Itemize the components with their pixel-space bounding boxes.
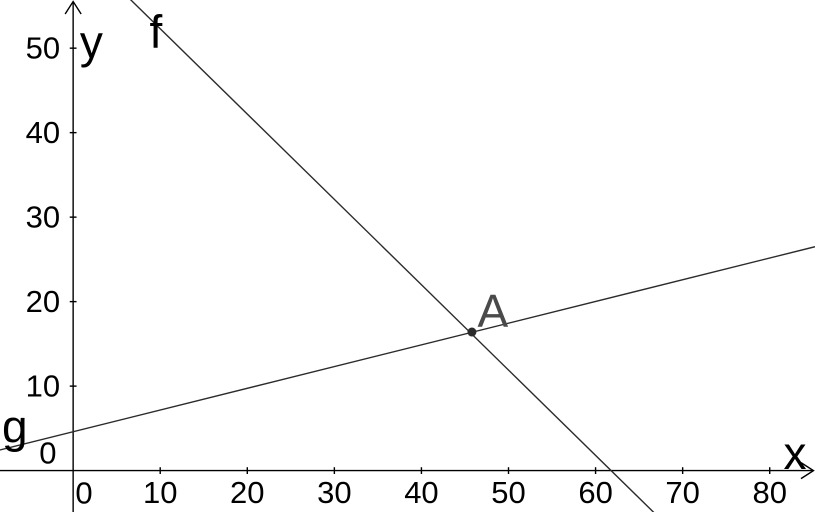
x-axis-label: x <box>783 427 806 479</box>
y-axis-label: y <box>80 16 103 68</box>
x-origin-label: 0 <box>75 475 92 510</box>
line-g <box>0 246 815 451</box>
y-axis-arrow-icon <box>64 0 82 15</box>
x-axis-arrow-icon <box>800 462 815 480</box>
y-tick-label: 10 <box>26 369 60 404</box>
y-tick-label: 30 <box>26 200 60 235</box>
point-label-A: A <box>477 285 508 337</box>
y-tick-label: 40 <box>26 115 60 150</box>
x-tick-label: 60 <box>578 475 612 510</box>
y-tick-label: 20 <box>26 284 60 319</box>
x-tick-label: 10 <box>143 475 177 510</box>
point-A <box>467 327 477 337</box>
x-tick-label: 40 <box>404 475 438 510</box>
x-tick-label: 70 <box>665 475 699 510</box>
x-tick-label: 30 <box>317 475 351 510</box>
line-label-g: g <box>2 401 28 453</box>
x-tick-label: 80 <box>752 475 786 510</box>
x-tick-label: 50 <box>491 475 525 510</box>
x-tick-label: 20 <box>230 475 264 510</box>
line-label-f: f <box>149 5 162 57</box>
y-tick-label: 50 <box>26 31 60 66</box>
y-origin-label: 0 <box>39 435 56 470</box>
